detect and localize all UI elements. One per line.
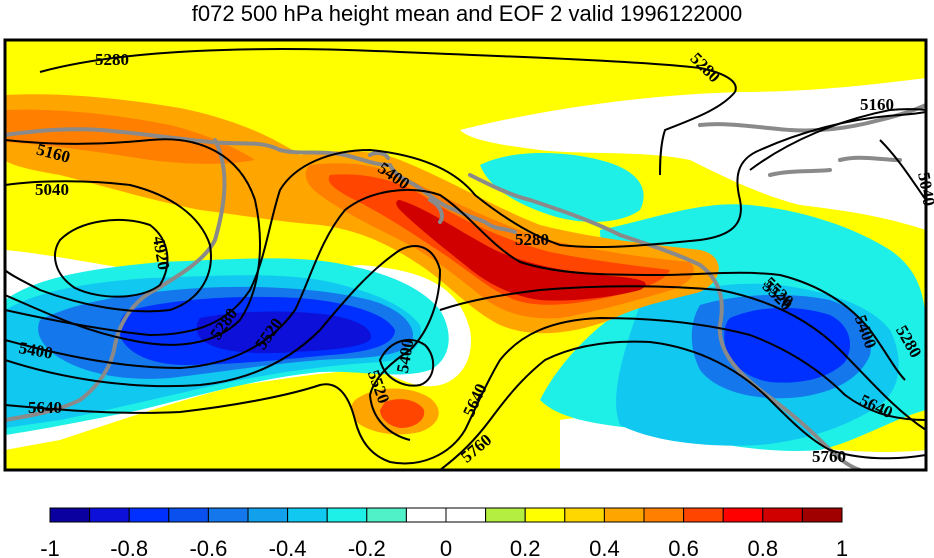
colorbar-swatch [683, 507, 724, 523]
colorbar-swatch [603, 507, 645, 523]
contour-5520-mid [5, 245, 442, 441]
coastline-canada [698, 103, 926, 177]
colorbar-swatch [445, 507, 487, 523]
colorbar-swatch [287, 507, 328, 523]
contour-5280-north [39, 48, 737, 93]
map-frame [3, 38, 928, 472]
shading-white-northeast [460, 78, 926, 230]
shading-darkred-center [396, 200, 646, 301]
shading-redorange-band [5, 109, 255, 164]
colorbar-swatch [524, 507, 566, 523]
colorbar-swatch [405, 507, 447, 523]
contour-label: 5640 [28, 398, 62, 417]
contour-5040-east [879, 139, 926, 201]
contour-5760 [439, 340, 926, 470]
colorbar-tick-label: -0.6 [189, 536, 227, 558]
colorbar-swatch [564, 507, 605, 523]
colorbar-swatch [762, 507, 803, 523]
colorbar-swatch [722, 507, 764, 523]
coastline-alaska [468, 173, 862, 470]
contour-5520-east [439, 285, 926, 431]
contour-label: 5280 [95, 50, 129, 69]
coastline-asia [5, 127, 517, 234]
colorbar-swatch [89, 507, 130, 523]
contour-5280-north-b [659, 91, 736, 176]
contour-label: 5760 [812, 447, 846, 466]
contour-5160-west [5, 138, 261, 346]
colorbar-swatch [366, 507, 407, 523]
contour-label: 5040 [35, 180, 69, 199]
contour-label: 5280 [515, 230, 549, 249]
contour-4920 [54, 219, 169, 298]
contour-5280-mid [5, 111, 926, 337]
colorbar-tick-label: 0.6 [668, 536, 699, 558]
coastline [5, 103, 926, 470]
colorbar-tick-label: 0 [440, 536, 452, 558]
height-contours [5, 48, 926, 470]
colorbar-swatch [801, 507, 843, 523]
colorbar-tick-label: -0.8 [110, 536, 148, 558]
shading-darkblue-east [724, 307, 850, 383]
colorbar-tick-label: 0.2 [510, 536, 541, 558]
colorbar-tick-label: -0.2 [348, 536, 386, 558]
colorbar-tick-label: 0.8 [748, 536, 779, 558]
colorbar-swatch [207, 507, 249, 523]
colorbar [49, 507, 843, 523]
contour-5160-east [749, 108, 926, 171]
colorbar-swatch [643, 507, 685, 523]
map-title: f072 500 hPa height mean and EOF 2 valid… [191, 1, 743, 26]
colorbar-swatch [168, 507, 209, 523]
contour-5640 [5, 316, 926, 465]
colorbar-swatch [326, 507, 368, 523]
shading-red-south [380, 399, 425, 428]
colorbar-swatch [247, 507, 289, 523]
colorbar-swatch [128, 507, 170, 523]
contour-5040-west [5, 180, 212, 313]
contour-5400-small [378, 339, 435, 387]
coastline-aleutian [368, 151, 444, 224]
shading-teal-north [480, 153, 644, 222]
colorbar-tick-label: -0.4 [269, 536, 307, 558]
colorbar-swatch [485, 507, 526, 523]
contour-5400-mid [5, 189, 906, 381]
colorbar-tick-label: 1 [836, 536, 848, 558]
eof-shading [5, 40, 926, 470]
contour-label: 5040 [914, 171, 934, 208]
colorbar-tick-label: 0.4 [589, 536, 620, 558]
colorbar-swatch [49, 507, 91, 523]
colorbar-tick-label: -1 [40, 536, 60, 558]
contour-label: 5160 [860, 95, 894, 114]
colorbar-tick-labels: -1 -0.8 -0.6 -0.4 -0.2 0 0.2 0.4 0.6 0.8 1 [40, 536, 848, 558]
coastline-east-asia [5, 138, 227, 422]
